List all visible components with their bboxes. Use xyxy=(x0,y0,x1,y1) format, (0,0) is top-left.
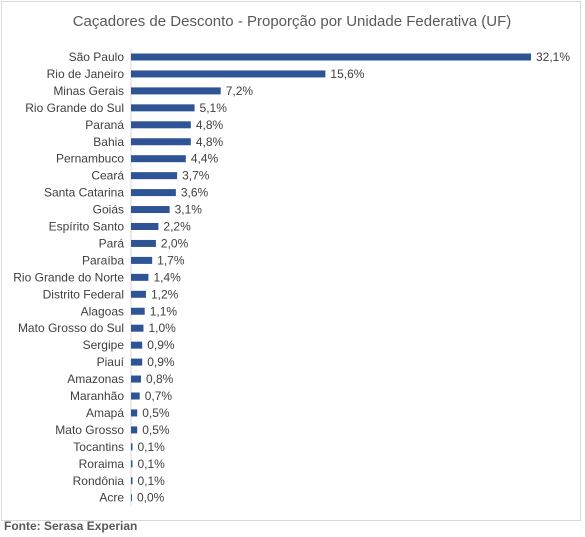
data-label: 7,2% xyxy=(226,84,254,98)
data-label: 1,7% xyxy=(157,253,185,267)
bar xyxy=(131,87,221,95)
category-label: São Paulo xyxy=(69,50,125,64)
category-label: Tocantins xyxy=(73,440,124,454)
data-label: 3,1% xyxy=(175,203,203,217)
category-label: Bahia xyxy=(93,135,124,149)
category-label: Paraíba xyxy=(82,253,124,267)
data-label: 1,2% xyxy=(151,287,179,301)
bar xyxy=(131,494,132,502)
data-label: 1,0% xyxy=(148,321,176,335)
category-label: Piauí xyxy=(97,355,125,369)
bar xyxy=(131,358,143,366)
bar xyxy=(131,172,178,180)
bar xyxy=(131,392,140,400)
category-label: Pernambuco xyxy=(56,152,124,166)
data-label: 15,6% xyxy=(330,67,364,81)
bar xyxy=(131,477,133,485)
bar xyxy=(131,104,195,112)
bar xyxy=(131,256,153,264)
chart-title: Caçadores de Desconto - Proporção por Un… xyxy=(72,13,512,30)
category-label: Espírito Santo xyxy=(49,220,125,234)
category-label: Rio de Janeiro xyxy=(47,67,125,81)
category-label: Rio Grande do Sul xyxy=(25,101,124,115)
data-label: 0,5% xyxy=(142,423,170,437)
category-label: Goiás xyxy=(93,203,124,217)
bar xyxy=(131,189,176,197)
data-label: 3,7% xyxy=(182,169,210,183)
category-label: Minas Gerais xyxy=(53,84,124,98)
bar xyxy=(131,460,133,468)
category-label: Pará xyxy=(99,236,125,250)
data-label: 4,8% xyxy=(196,135,224,149)
data-label: 2,2% xyxy=(163,220,191,234)
data-label: 0,1% xyxy=(138,457,166,471)
category-label: Sergipe xyxy=(83,338,125,352)
bar xyxy=(131,53,531,61)
data-label: 0,0% xyxy=(137,491,165,505)
bar xyxy=(131,426,138,434)
data-label: 0,9% xyxy=(147,355,175,369)
category-label: Rio Grande do Norte xyxy=(13,270,124,284)
data-label: 4,4% xyxy=(191,152,219,166)
data-label: 4,8% xyxy=(196,118,224,132)
bar xyxy=(131,239,156,247)
category-label: Ceará xyxy=(91,169,124,183)
bar xyxy=(131,206,170,214)
category-label: Mato Grosso do Sul xyxy=(18,321,124,335)
bar xyxy=(131,375,141,383)
data-label: 1,1% xyxy=(150,304,178,318)
data-label: 0,9% xyxy=(147,338,175,352)
category-label: Distrito Federal xyxy=(43,287,124,301)
data-label: 0,1% xyxy=(138,474,166,488)
category-label: Santa Catarina xyxy=(44,186,124,200)
data-label: 0,1% xyxy=(138,440,166,454)
bar xyxy=(131,341,143,349)
data-label: 0,8% xyxy=(146,372,174,386)
bar xyxy=(131,290,146,298)
bar xyxy=(131,273,149,281)
data-label: 0,5% xyxy=(142,406,170,420)
bar xyxy=(131,223,159,230)
category-label: Amapá xyxy=(86,406,124,420)
chart-frame: Caçadores de Desconto - Proporção por Un… xyxy=(1,1,581,521)
bar xyxy=(131,324,144,332)
category-label: Roraima xyxy=(79,457,125,471)
category-label: Alagoas xyxy=(81,304,124,318)
category-label: Amazonas xyxy=(67,372,124,386)
bar xyxy=(131,138,191,146)
bar xyxy=(131,70,326,78)
bar xyxy=(131,307,145,315)
bar xyxy=(131,409,138,417)
data-label: 0,7% xyxy=(145,389,173,403)
bar xyxy=(131,155,186,163)
bar xyxy=(131,121,191,129)
data-label: 2,0% xyxy=(161,236,189,250)
bar xyxy=(131,443,133,451)
data-label: 3,6% xyxy=(181,186,209,200)
category-label: Maranhão xyxy=(70,389,124,403)
category-label: Rondônia xyxy=(73,474,125,488)
category-label: Mato Grosso xyxy=(55,423,124,437)
category-label: Paraná xyxy=(85,118,124,132)
data-label: 5,1% xyxy=(200,101,228,115)
category-label: Acre xyxy=(99,491,124,505)
data-label: 32,1% xyxy=(536,50,570,64)
data-label: 1,4% xyxy=(153,270,181,284)
source-note: Fonte: Serasa Experian xyxy=(4,519,138,533)
